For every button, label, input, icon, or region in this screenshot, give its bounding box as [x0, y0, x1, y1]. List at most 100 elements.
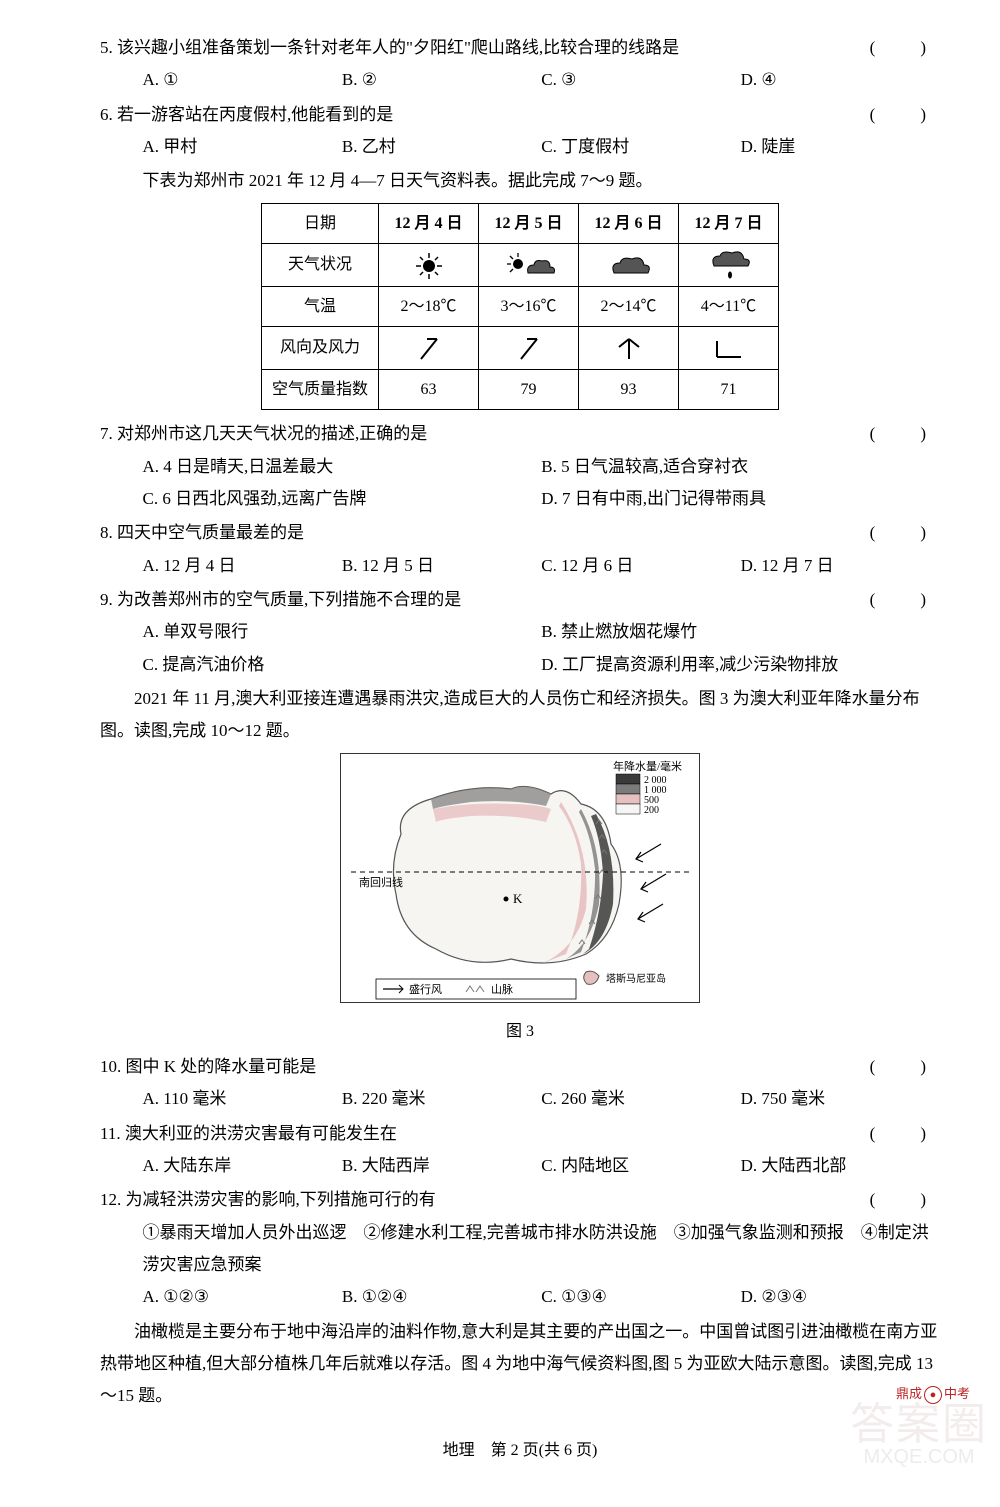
- table-row: 风向及风力: [261, 327, 778, 370]
- aqi-d2: 79: [479, 370, 579, 410]
- q8-opt-c: C. 12 月 6 日: [541, 550, 740, 582]
- q11-opt-b: B. 大陆西岸: [342, 1150, 541, 1182]
- svg-text:200: 200: [644, 805, 659, 816]
- row-label-aqi: 空气质量指数: [261, 370, 378, 410]
- olive-intro: 油橄榄是主要分布于地中海沿岸的油料作物,意大利是其主要的产出国之一。中国曾试图引…: [100, 1316, 940, 1413]
- question-8: 8. 四天中空气质量最差的是 ( ) A. 12 月 4 日 B. 12 月 5…: [100, 517, 940, 582]
- wind-icon: [509, 331, 549, 365]
- temp-d2: 3～16℃: [479, 287, 579, 327]
- temp-d1: 2～18℃: [379, 287, 479, 327]
- q6-opt-a: A. 甲村: [143, 131, 342, 163]
- australia-map: 南回归线 K 塔斯马尼亚岛 年降水量/毫米 2 000 1 000 500 20…: [340, 753, 700, 1003]
- q12-text: 12. 为减轻洪涝灾害的影响,下列措施可行的有: [100, 1190, 436, 1209]
- q5-opt-d: D. ④: [741, 64, 940, 96]
- question-5: 5. 该兴趣小组准备策划一条针对老年人的"夕阳红"爬山路线,比较合理的线路是 (…: [100, 32, 940, 97]
- q8-opt-b: B. 12 月 5 日: [342, 550, 541, 582]
- q7-opt-b: B. 5 日气温较高,适合穿衬衣: [541, 451, 940, 483]
- q11-opt-c: C. 内陆地区: [541, 1150, 740, 1182]
- k-label: K: [513, 891, 523, 906]
- q10-stem: 10. 图中 K 处的降水量可能是 ( ): [100, 1051, 940, 1083]
- q7-opt-d: D. 7 日有中雨,出门记得带雨具: [541, 483, 940, 515]
- page-footer: 地理 第 2 页(共 6 页): [100, 1436, 940, 1466]
- question-7: 7. 对郑州市这几天天气状况的描述,正确的是 ( ) A. 4 日是晴天,日温差…: [100, 418, 940, 515]
- table-row: 日期 12 月 4 日 12 月 5 日 12 月 6 日 12 月 7 日: [261, 204, 778, 244]
- tasmania-label: 塔斯马尼亚岛: [606, 972, 666, 985]
- question-9: 9. 为改善郑州市的空气质量,下列措施不合理的是 ( ) A. 单双号限行 B.…: [100, 584, 940, 681]
- wind-icon: [707, 331, 751, 365]
- q11-opt-a: A. 大陆东岸: [143, 1150, 342, 1182]
- question-12: 12. 为减轻洪涝灾害的影响,下列措施可行的有 ( ) ①暴雨天增加人员外出巡逻…: [100, 1184, 940, 1313]
- q7-options: A. 4 日是晴天,日温差最大 B. 5 日气温较高,适合穿衬衣 C. 6 日西…: [100, 451, 940, 516]
- question-6: 6. 若一游客站在丙度假村,他能看到的是 ( ) A. 甲村 B. 乙村 C. …: [100, 99, 940, 164]
- aqi-d1: 63: [379, 370, 479, 410]
- k-point: [504, 897, 509, 902]
- wind-icon: [607, 331, 651, 365]
- answer-brackets: ( ): [870, 1051, 940, 1083]
- hdr-d2: 12 月 5 日: [479, 204, 579, 244]
- q6-opt-b: B. 乙村: [342, 131, 541, 163]
- fig3-caption: 图 3: [100, 1017, 940, 1047]
- q7-opt-a: A. 4 日是晴天,日温差最大: [143, 451, 542, 483]
- q10-opt-c: C. 260 毫米: [541, 1083, 740, 1115]
- q12-opt-d: D. ②③④: [741, 1281, 940, 1313]
- wind-icon: [409, 331, 449, 365]
- q6-text: 6. 若一游客站在丙度假村,他能看到的是: [100, 105, 393, 124]
- weather-intro: 下表为郑州市 2021 年 12 月 4—7 日天气资料表。据此完成 7～9 题…: [100, 165, 940, 197]
- australia-intro: 2021 年 11 月,澳大利亚接连遭遇暴雨洪灾,造成巨大的人员伤亡和经济损失。…: [100, 683, 940, 748]
- q6-opt-d: D. 陡崖: [741, 131, 940, 163]
- q11-text: 11. 澳大利亚的洪涝灾害最有可能发生在: [100, 1124, 397, 1143]
- weather-table: 日期 12 月 4 日 12 月 5 日 12 月 6 日 12 月 7 日 天…: [261, 203, 779, 410]
- q9-options: A. 单双号限行 B. 禁止燃放烟花爆竹 C. 提高汽油价格 D. 工厂提高资源…: [100, 616, 940, 681]
- partly-cloudy-icon: [502, 251, 556, 281]
- hdr-date: 日期: [261, 204, 378, 244]
- wind-arrows: [636, 844, 666, 922]
- sky-d2: [479, 244, 579, 287]
- answer-brackets: ( ): [870, 517, 940, 549]
- q7-text: 7. 对郑州市这几天天气状况的描述,正确的是: [100, 424, 427, 443]
- q9-opt-a: A. 单双号限行: [143, 616, 542, 648]
- table-row: 天气状况: [261, 244, 778, 287]
- sunny-icon: [407, 251, 451, 281]
- svg-text:盛行风: 盛行风: [409, 982, 442, 996]
- q6-options: A. 甲村 B. 乙村 C. 丁度假村 D. 陡崖: [100, 131, 940, 163]
- map-legend: 年降水量/毫米 2 000 1 000 500 200: [613, 759, 682, 816]
- answer-brackets: ( ): [870, 418, 940, 450]
- row-label-wind: 风向及风力: [261, 327, 378, 370]
- answer-brackets: ( ): [870, 99, 940, 131]
- aqi-d4: 71: [679, 370, 779, 410]
- wind-d2: [479, 327, 579, 370]
- q8-stem: 8. 四天中空气质量最差的是 ( ): [100, 517, 940, 549]
- figure-3: 南回归线 K 塔斯马尼亚岛 年降水量/毫米 2 000 1 000 500 20…: [100, 753, 940, 1047]
- q10-opt-d: D. 750 毫米: [741, 1083, 940, 1115]
- temp-d3: 2～14℃: [579, 287, 679, 327]
- answer-brackets: ( ): [870, 1118, 940, 1150]
- q10-opt-b: B. 220 毫米: [342, 1083, 541, 1115]
- q5-stem: 5. 该兴趣小组准备策划一条针对老年人的"夕阳红"爬山路线,比较合理的线路是 (…: [100, 32, 940, 64]
- svg-text:山脉: 山脉: [491, 982, 513, 996]
- q5-opt-a: A. ①: [143, 64, 342, 96]
- table-row: 空气质量指数 63 79 93 71: [261, 370, 778, 410]
- question-10: 10. 图中 K 处的降水量可能是 ( ) A. 110 毫米 B. 220 毫…: [100, 1051, 940, 1116]
- hdr-d1: 12 月 4 日: [379, 204, 479, 244]
- sky-d4: [679, 244, 779, 287]
- q10-options: A. 110 毫米 B. 220 毫米 C. 260 毫米 D. 750 毫米: [100, 1083, 940, 1115]
- q12-opt-b: B. ①②④: [342, 1281, 541, 1313]
- q6-stem: 6. 若一游客站在丙度假村,他能看到的是 ( ): [100, 99, 940, 131]
- q9-stem: 9. 为改善郑州市的空气质量,下列措施不合理的是 ( ): [100, 584, 940, 616]
- tasmania: [584, 972, 599, 985]
- brand-badge: 鼎成●中考: [896, 1382, 970, 1407]
- q5-opt-b: B. ②: [342, 64, 541, 96]
- question-11: 11. 澳大利亚的洪涝灾害最有可能发生在 ( ) A. 大陆东岸 B. 大陆西岸…: [100, 1118, 940, 1183]
- q5-options: A. ① B. ② C. ③ D. ④: [100, 64, 940, 96]
- q5-opt-c: C. ③: [541, 64, 740, 96]
- cloudy-icon: [604, 251, 654, 281]
- wind-d3: [579, 327, 679, 370]
- q12-opt-c: C. ①③④: [541, 1281, 740, 1313]
- q9-opt-d: D. 工厂提高资源利用率,减少污染物排放: [541, 649, 940, 681]
- q9-opt-b: B. 禁止燃放烟花爆竹: [541, 616, 940, 648]
- q7-stem: 7. 对郑州市这几天天气状况的描述,正确的是 ( ): [100, 418, 940, 450]
- map-key: 盛行风 山脉: [376, 979, 576, 999]
- answer-brackets: ( ): [870, 32, 940, 64]
- wind-d4: [679, 327, 779, 370]
- q10-text: 10. 图中 K 处的降水量可能是: [100, 1057, 316, 1076]
